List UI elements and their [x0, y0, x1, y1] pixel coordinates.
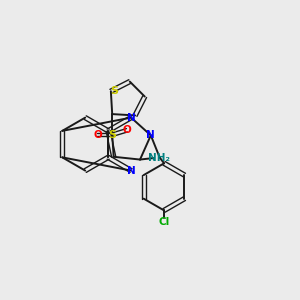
Text: N: N	[127, 112, 136, 123]
Text: S: S	[110, 86, 118, 96]
Text: NH₂: NH₂	[148, 153, 170, 163]
Text: O: O	[93, 130, 102, 140]
Text: N: N	[146, 130, 155, 140]
Text: O: O	[123, 125, 131, 135]
Text: Cl: Cl	[158, 217, 170, 227]
Text: N: N	[127, 166, 136, 176]
Text: S: S	[108, 130, 116, 140]
